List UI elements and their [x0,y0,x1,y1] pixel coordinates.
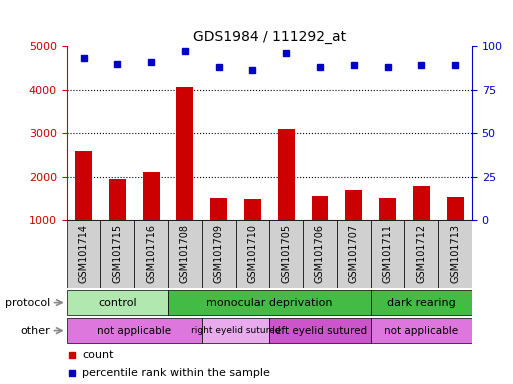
Text: GSM101715: GSM101715 [112,224,122,283]
Bar [134,220,168,288]
Text: percentile rank within the sample: percentile rank within the sample [83,367,270,377]
Text: GSM101711: GSM101711 [383,224,392,283]
Text: GSM101708: GSM101708 [180,224,190,283]
Bar [404,220,438,288]
Text: GSM101714: GSM101714 [78,224,89,283]
Text: not applicable: not applicable [97,326,171,336]
Bar [337,220,370,288]
Text: left eyelid sutured: left eyelid sutured [272,326,367,336]
Text: not applicable: not applicable [384,326,458,336]
Text: GSM101716: GSM101716 [146,224,156,283]
Bar [438,220,472,288]
Bar [67,220,101,288]
Bar [67,290,168,315]
Bar [269,318,370,343]
Bar [244,199,261,220]
Bar [202,318,269,343]
Bar [75,151,92,220]
Bar [202,220,235,288]
Bar [413,186,430,220]
Text: GSM101710: GSM101710 [247,224,258,283]
Bar [176,88,193,220]
Text: GSM101706: GSM101706 [315,224,325,283]
Text: control: control [98,298,136,308]
Text: GSM101712: GSM101712 [417,224,426,283]
Text: other: other [20,326,50,336]
Text: GSM101707: GSM101707 [349,224,359,283]
Bar [345,190,362,220]
Bar [269,220,303,288]
Bar [101,220,134,288]
Bar [370,290,472,315]
Bar [447,197,464,220]
Text: GSM101709: GSM101709 [214,224,224,283]
Text: GSM101705: GSM101705 [281,224,291,283]
Text: GSM101713: GSM101713 [450,224,460,283]
Text: monocular deprivation: monocular deprivation [206,298,332,308]
Text: protocol: protocol [5,298,50,308]
Bar [370,318,472,343]
Bar [109,179,126,220]
Bar [143,172,160,220]
Bar [168,220,202,288]
Bar [311,197,328,220]
Bar [370,220,404,288]
Bar [168,290,370,315]
Bar [278,129,294,220]
Text: count: count [83,350,114,360]
Bar [303,220,337,288]
Bar [235,220,269,288]
Bar [67,318,202,343]
Title: GDS1984 / 111292_at: GDS1984 / 111292_at [193,30,346,44]
Bar [379,198,396,220]
Text: dark rearing: dark rearing [387,298,456,308]
Text: right eyelid sutured: right eyelid sutured [191,326,280,335]
Bar [210,198,227,220]
